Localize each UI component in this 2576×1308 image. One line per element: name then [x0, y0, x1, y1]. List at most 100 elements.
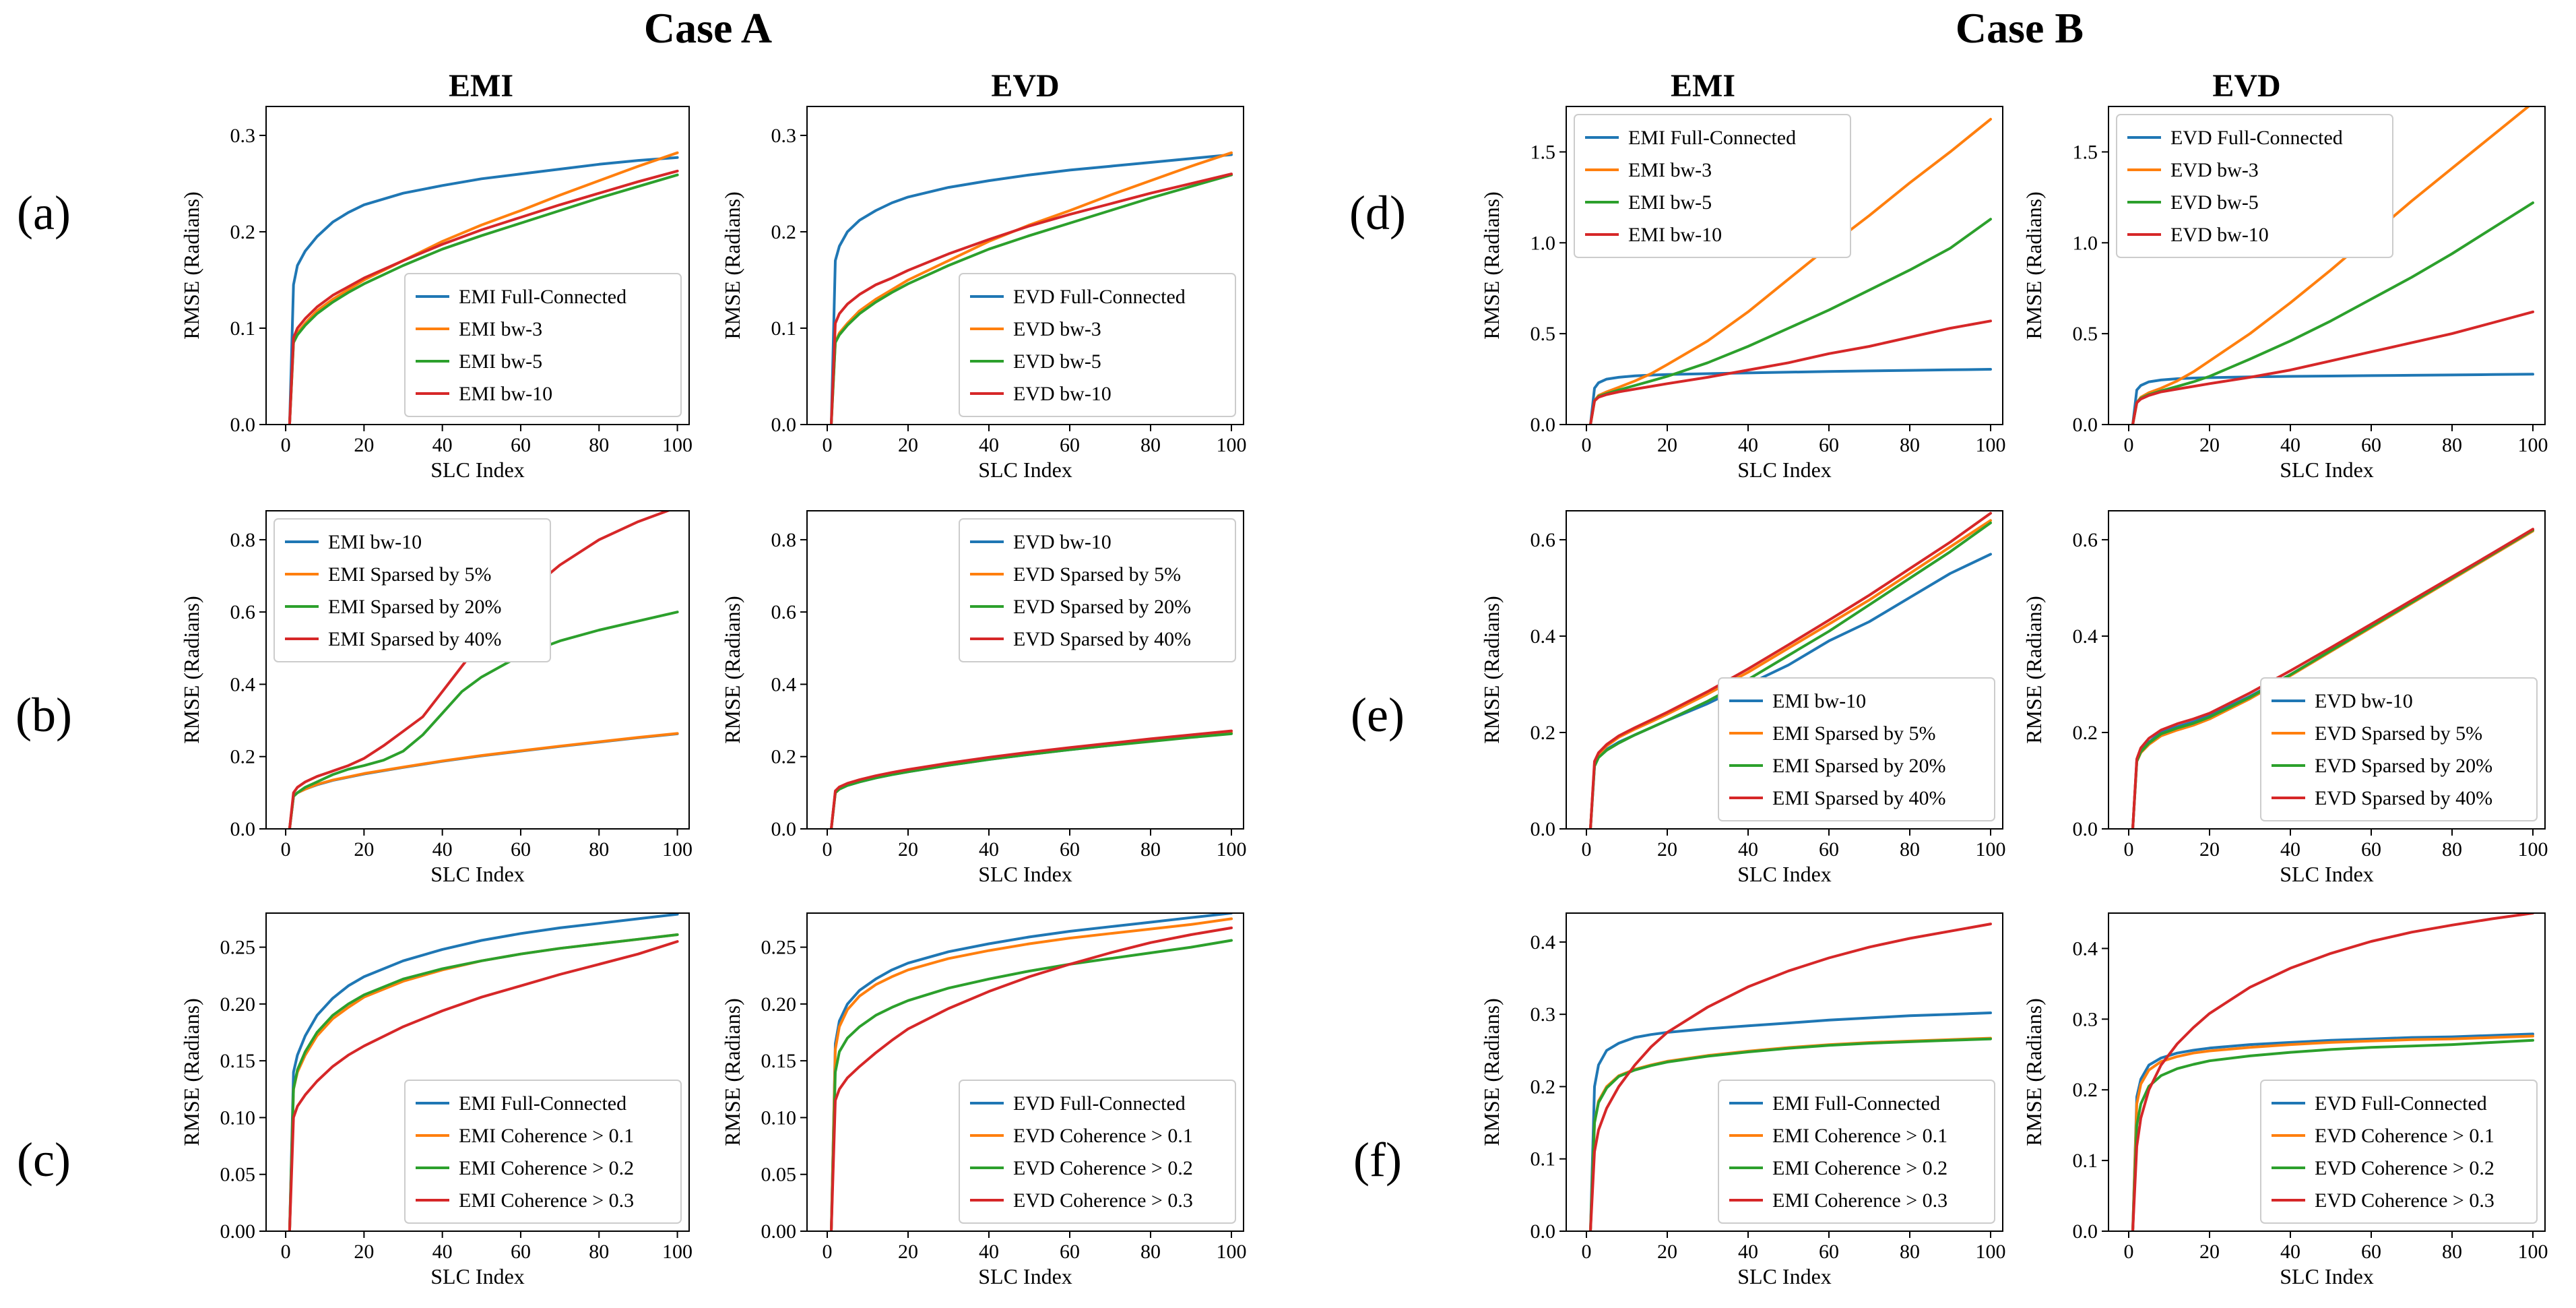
chart-b-d-emi-series-4-line — [1589, 319, 1992, 425]
chart-b-f-evd-x-tick-label: 80 — [2442, 1241, 2462, 1263]
chart-b-d-evd-legend-label: EVD bw-3 — [2170, 159, 2259, 181]
chart-a-a-evd-axes-frame — [806, 106, 1244, 425]
chart-b-d-emi-y-tick-label: 0.0 — [1531, 414, 1556, 436]
panel-case-a-row-a-evd: 0 20 40 60 80 100 0.0 0.1 0.2 0.3 SLC Index RMSE (R… — [720, 106, 1247, 482]
chart-a-a-emi-y-tick-label: 0.3 — [230, 125, 256, 147]
chart-b-d-evd-series-1-line — [2131, 373, 2534, 425]
chart-a-b-emi-series-group — [288, 511, 679, 829]
chart-a-c-evd-legend-label: EVD Coherence > 0.3 — [1013, 1189, 1193, 1212]
chart-b-d-evd-x-tick-label: 20 — [2199, 434, 2220, 456]
chart-a-c-emi-x-tick-label: 80 — [589, 1241, 609, 1263]
chart-b-f-evd-x-tick-label: 100 — [2518, 1241, 2548, 1263]
chart-b-d-emi-legend-label: EMI Full-Connected — [1628, 127, 1796, 149]
chart-b-d-evd-axes-frame — [2108, 106, 2546, 425]
chart-b-f-emi-x-axis-label: SLC Index — [1737, 1264, 1832, 1288]
row-label-a: (a) — [17, 186, 71, 240]
chart-b-f-evd-axes-frame — [2108, 912, 2546, 1232]
chart-a-c-emi-x-tick-label: 0 — [281, 1241, 291, 1263]
column-title-evd-a: EVD — [991, 68, 1059, 104]
chart-b-e-emi-x-tick-label: 60 — [1819, 838, 1839, 861]
chart-b-d-evd-legend-label: EVD bw-10 — [2170, 224, 2269, 246]
chart-a-c-emi-y-tick-label: 0.05 — [220, 1164, 256, 1186]
chart-b-f-evd-x-tick-label: 60 — [2361, 1241, 2381, 1263]
chart-a-c-evd-x-tick-label: 80 — [1140, 1241, 1161, 1263]
chart-a-a-emi-legend-label: EMI Full-Connected — [459, 286, 626, 308]
panel-case-b-row-e-evd: 0 20 40 60 80 100 0.0 0.2 0.4 0.6 SLC Index RMSE (R… — [2022, 510, 2548, 886]
chart-a-c-emi-legend-label: EMI Coherence > 0.2 — [459, 1157, 634, 1179]
chart-b-e-evd-x-tick-label: 40 — [2280, 838, 2300, 861]
chart-a-a-emi-x-tick-label: 60 — [511, 434, 531, 456]
chart-b-f-evd-series-group — [2131, 913, 2534, 1231]
chart-a-c-emi-series-3-line — [288, 933, 679, 1231]
chart-b-d-evd-y-axis-label: RMSE (Radians) — [2022, 191, 2046, 340]
row-label-e: (e) — [1351, 688, 1405, 742]
chart-a-b-emi-series-4-line — [288, 511, 672, 829]
chart-a-a-evd-y-tick-label: 0.0 — [771, 414, 797, 436]
chart-b-e-emi-x-tick-label: 40 — [1738, 838, 1758, 861]
chart-a-b-emi-legend-label: EMI Sparsed by 5% — [328, 563, 491, 586]
chart-a-c-emi-y-tick-label: 0.15 — [220, 1050, 256, 1072]
chart-b-e-evd-legend-label: EVD Sparsed by 20% — [2315, 755, 2492, 777]
chart-a-b-emi-series-2-line — [288, 732, 679, 829]
chart-a-c-evd-series-4-line — [830, 926, 1233, 1231]
chart-b-e-emi-y-axis-label: RMSE (Radians) — [1479, 596, 1504, 744]
chart-a-b-emi-y-tick-label: 0.8 — [230, 529, 256, 551]
chart-a-b-emi-legend-label: EMI bw-10 — [328, 531, 422, 553]
chart-a-b-evd-series-1-line — [830, 731, 1233, 829]
chart-a-b-emi-y-tick-label: 0.6 — [230, 601, 256, 623]
chart-b-f-evd-y-tick-label: 0.0 — [2073, 1220, 2098, 1243]
chart-b-d-evd-series-4-line — [2131, 310, 2534, 425]
row-label-b: (b) — [15, 688, 72, 742]
chart-a-c-evd-legend-label: EVD Coherence > 0.2 — [1013, 1157, 1193, 1179]
chart-a-a-evd-legend-label: EVD bw-5 — [1013, 350, 1101, 373]
chart-a-a-emi-x-axis-label: SLC Index — [430, 458, 525, 482]
chart-a-c-emi-legend-label: EMI Full-Connected — [459, 1092, 626, 1115]
chart-a-c-evd-y-tick-label: 0.15 — [761, 1050, 797, 1072]
chart-b-d-emi-series-1-line — [1589, 368, 1992, 425]
chart-b-e-evd-x-axis-label: SLC Index — [2280, 862, 2374, 886]
chart-b-d-emi-legend: EMI Full-Connected EMI bw-3 EMI bw-5 EMI bw… — [1574, 114, 1851, 258]
chart-a-b-evd-x-tick-label: 100 — [1217, 838, 1247, 861]
chart-b-e-emi-x-tick-label: 0 — [1582, 838, 1592, 861]
chart-b-f-emi-series-4-line — [1589, 923, 1992, 1231]
chart-a-b-emi-y-axis-label: RMSE (Radians) — [179, 596, 203, 744]
chart-b-d-emi-y-tick-label: 1.0 — [1531, 232, 1556, 254]
chart-a-a-evd-legend-label: EVD bw-3 — [1013, 318, 1101, 340]
chart-b-f-emi-x-tick-label: 20 — [1657, 1241, 1677, 1263]
chart-a-b-evd-series-4-line — [830, 729, 1233, 829]
chart-b-d-emi-y-tick-label: 1.5 — [1531, 141, 1556, 163]
chart-a-b-emi-legend-box — [273, 518, 551, 662]
chart-a-b-evd-y-tick-label: 0.2 — [771, 746, 797, 768]
chart-b-e-evd-series-3-line — [2131, 528, 2534, 829]
chart-a-a-evd-series-4-line — [830, 173, 1233, 425]
chart-a-c-evd-y-tick-label: 0.10 — [761, 1107, 797, 1129]
chart-a-b-evd-series-2-line — [830, 731, 1233, 829]
chart-a-c-evd-x-tick-label: 40 — [979, 1241, 999, 1263]
chart-a-c-evd-legend: EVD Full-Connected EVD Coherence > 0.1 EVD… — [959, 1080, 1236, 1224]
chart-b-e-emi-legend-label: EMI Sparsed by 40% — [1772, 787, 1945, 809]
chart-a-b-evd-x-tick-label: 20 — [898, 838, 918, 861]
chart-a-a-emi-series-4-line — [288, 169, 679, 425]
chart-a-c-evd-y-tick-label: 0.05 — [761, 1164, 797, 1186]
chart-b-e-emi-legend-box — [1718, 677, 1995, 821]
chart-b-f-emi-axes-frame — [1566, 912, 2003, 1232]
chart-a-a-emi-x-tick-label: 80 — [589, 434, 609, 456]
chart-b-e-emi-series-4-line — [1589, 511, 1992, 829]
chart-b-f-evd-y-tick-label: 0.1 — [2073, 1150, 2098, 1172]
chart-b-e-emi-legend-label: EMI Sparsed by 20% — [1772, 755, 1945, 777]
chart-a-a-emi-legend: EMI Full-Connected EMI bw-3 EMI bw-5 EMI bw… — [404, 273, 682, 417]
chart-b-e-emi-y-tick-label: 0.6 — [1531, 529, 1556, 551]
chart-a-c-evd-x-tick-label: 0 — [823, 1241, 833, 1263]
chart-a-a-evd-y-axis-label: RMSE (Radians) — [720, 191, 744, 340]
chart-a-a-evd-series-1-line — [830, 153, 1233, 425]
chart-a-c-emi-y-tick-label: 0.10 — [220, 1107, 256, 1129]
chart-a-a-evd-x-tick-label: 60 — [1060, 434, 1080, 456]
chart-a-b-emi-x-tick-label: 20 — [354, 838, 374, 861]
chart-b-d-emi-x-tick-label: 20 — [1657, 434, 1677, 456]
chart-b-e-emi-legend: EMI bw-10 EMI Sparsed by 5% EMI Sparsed by… — [1718, 677, 1995, 821]
chart-a-c-evd-x-tick-label: 20 — [898, 1241, 918, 1263]
chart-a-b-evd-x-tick-label: 0 — [823, 838, 833, 861]
chart-b-e-emi-x-tick-label: 80 — [1900, 838, 1920, 861]
chart-b-e-evd-series-4-line — [2131, 528, 2534, 829]
chart-a-c-evd-series-3-line — [830, 939, 1233, 1231]
